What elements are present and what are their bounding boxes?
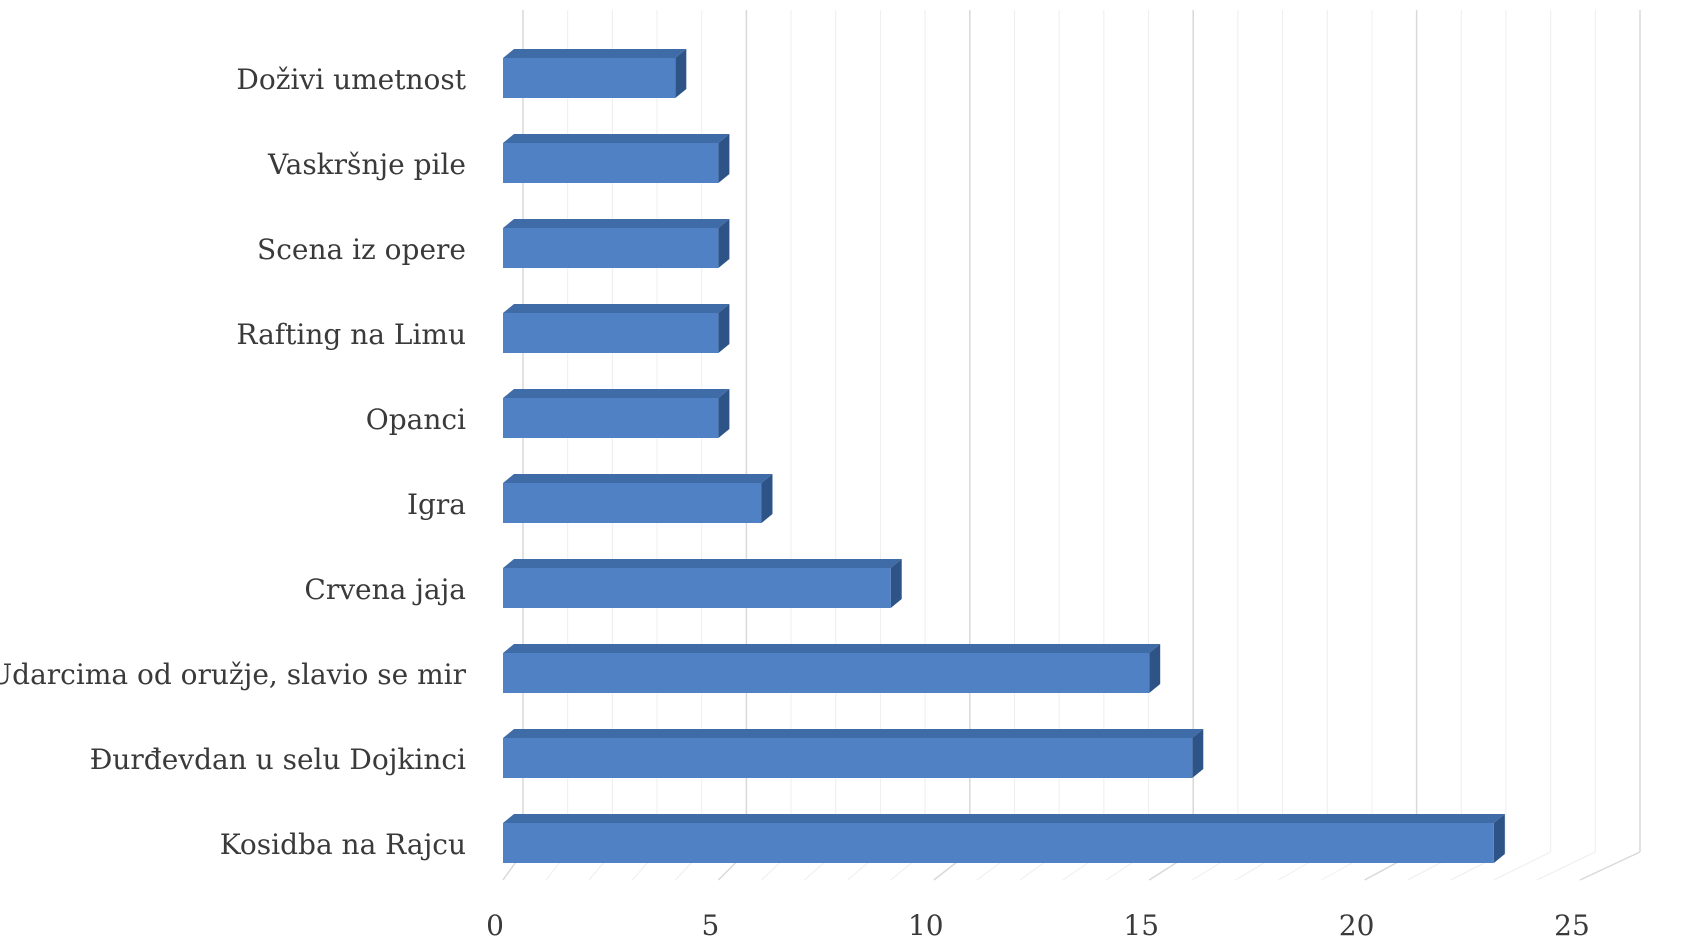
x-tick-label: 25 xyxy=(1554,909,1590,940)
bar-side-face xyxy=(675,49,687,98)
x-tick-label: 10 xyxy=(908,909,944,940)
bars xyxy=(503,49,1505,863)
bar xyxy=(503,644,1161,693)
bar-side-face xyxy=(761,474,773,523)
bar-side-face xyxy=(1493,814,1505,863)
minor-gridline-floor xyxy=(1536,851,1596,881)
bar-top-face xyxy=(503,304,730,313)
bar-front-face xyxy=(503,398,719,438)
x-tick-label: 5 xyxy=(701,909,719,940)
bar xyxy=(503,389,730,438)
category-label: Scena iz opere xyxy=(257,233,466,266)
bar-front-face xyxy=(503,568,891,608)
bar xyxy=(503,49,687,98)
bar-side-face xyxy=(718,389,730,438)
bar-top-face xyxy=(503,814,1505,823)
bar xyxy=(503,304,730,353)
bar-top-face xyxy=(503,644,1161,653)
bar-top-face xyxy=(503,559,902,568)
bar-side-face xyxy=(890,559,902,608)
bar-front-face xyxy=(503,143,719,183)
bar xyxy=(503,559,902,608)
bar-front-face xyxy=(503,823,1494,863)
bar-front-face xyxy=(503,228,719,268)
bar xyxy=(503,729,1204,778)
bar-side-face xyxy=(1192,729,1204,778)
category-label: Doživi umetnost xyxy=(236,63,466,96)
bar-top-face xyxy=(503,49,687,58)
bar-front-face xyxy=(503,313,719,353)
bar xyxy=(503,134,730,183)
category-label: Rafting na Limu xyxy=(236,318,466,351)
category-label: Đurđevdan u selu Dojkinci xyxy=(90,743,466,776)
category-label: Vaskršnje pile xyxy=(267,148,466,181)
minor-gridline-floor xyxy=(1493,851,1551,881)
bar-front-face xyxy=(503,483,762,523)
x-axis-ticks: 0 5 10 15 20 25 xyxy=(486,909,1590,940)
bar xyxy=(503,219,730,268)
bar xyxy=(503,814,1505,863)
major-gridline-floor xyxy=(1579,851,1641,881)
category-labels: Doživi umetnost Vaskršnje pile Scena iz op… xyxy=(0,63,467,861)
bar-side-face xyxy=(718,219,730,268)
category-label: Udarcima od oružje, slavio se mir xyxy=(0,658,467,691)
category-label: Kosidba na Rajcu xyxy=(220,828,466,861)
bar-top-face xyxy=(503,729,1204,738)
bar-front-face xyxy=(503,653,1150,693)
bar-top-face xyxy=(503,134,730,143)
bar-side-face xyxy=(718,304,730,353)
bar-top-face xyxy=(503,219,730,228)
bar-front-face xyxy=(503,738,1193,778)
bar xyxy=(503,474,773,523)
x-tick-label: 20 xyxy=(1339,909,1375,940)
bar-side-face xyxy=(718,134,730,183)
category-label: Crvena jaja xyxy=(304,573,466,606)
bar-top-face xyxy=(503,474,773,483)
x-tick-label: 15 xyxy=(1123,909,1159,940)
category-label: Igra xyxy=(407,488,466,521)
category-label: Opanci xyxy=(366,403,466,436)
bar-side-face xyxy=(1149,644,1161,693)
bar-front-face xyxy=(503,58,676,98)
x-tick-label: 0 xyxy=(486,909,504,940)
bar-top-face xyxy=(503,389,730,398)
gridlines xyxy=(502,10,1641,881)
